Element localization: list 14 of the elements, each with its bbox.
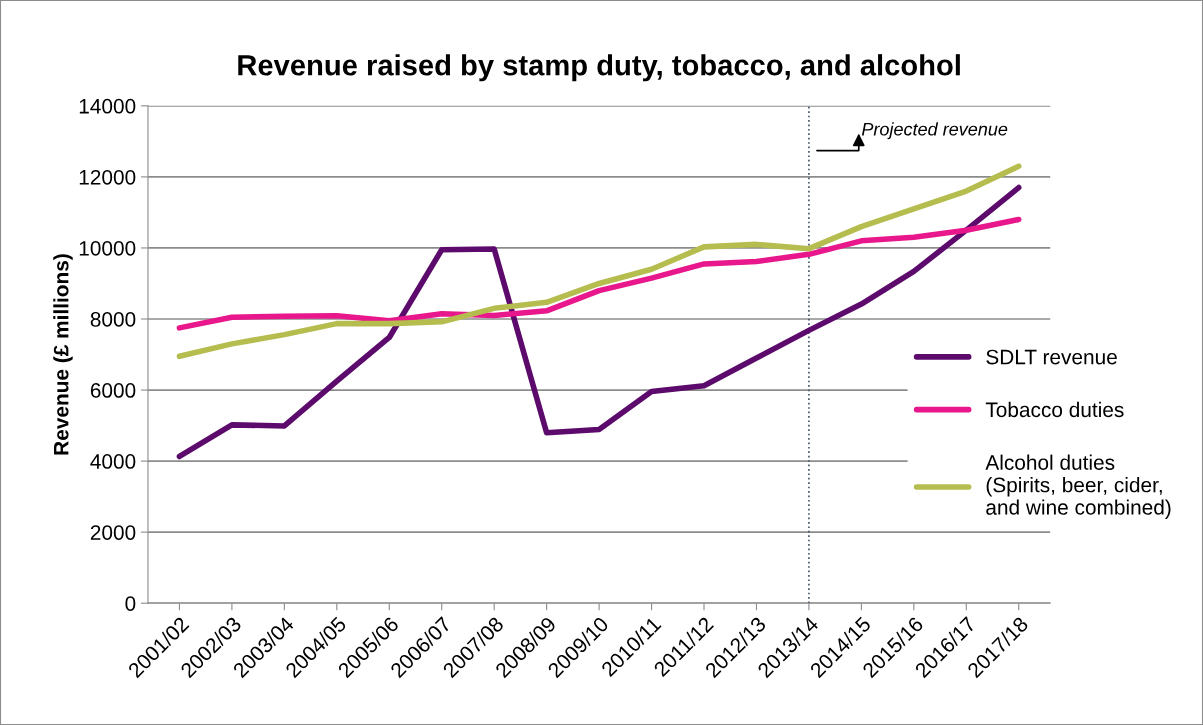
legend-label: SDLT revenue <box>986 349 1117 365</box>
y-tick-label: 8000 <box>90 312 136 327</box>
chart-title: Revenue raised by stamp duty, tobacco, and alcohol <box>238 54 960 82</box>
y-tick-label: 2000 <box>90 525 136 540</box>
y-tick-label: 6000 <box>90 383 136 398</box>
legend-label: Tobacco duties <box>985 401 1124 418</box>
y-tick-label: 10000 <box>79 240 136 256</box>
y-tick-label: 14000 <box>79 98 136 114</box>
legend-label: Alcohol duties (Spirits, beer, cider, and wine combined) <box>985 454 1171 519</box>
y-tick-label: 12000 <box>79 169 136 185</box>
y-axis-title: Revenue (£ millions) <box>53 254 73 455</box>
annotation: Projected revenue <box>861 122 1008 140</box>
y-tick-label: 0 <box>125 596 136 611</box>
y-tick-label: 4000 <box>90 454 136 469</box>
